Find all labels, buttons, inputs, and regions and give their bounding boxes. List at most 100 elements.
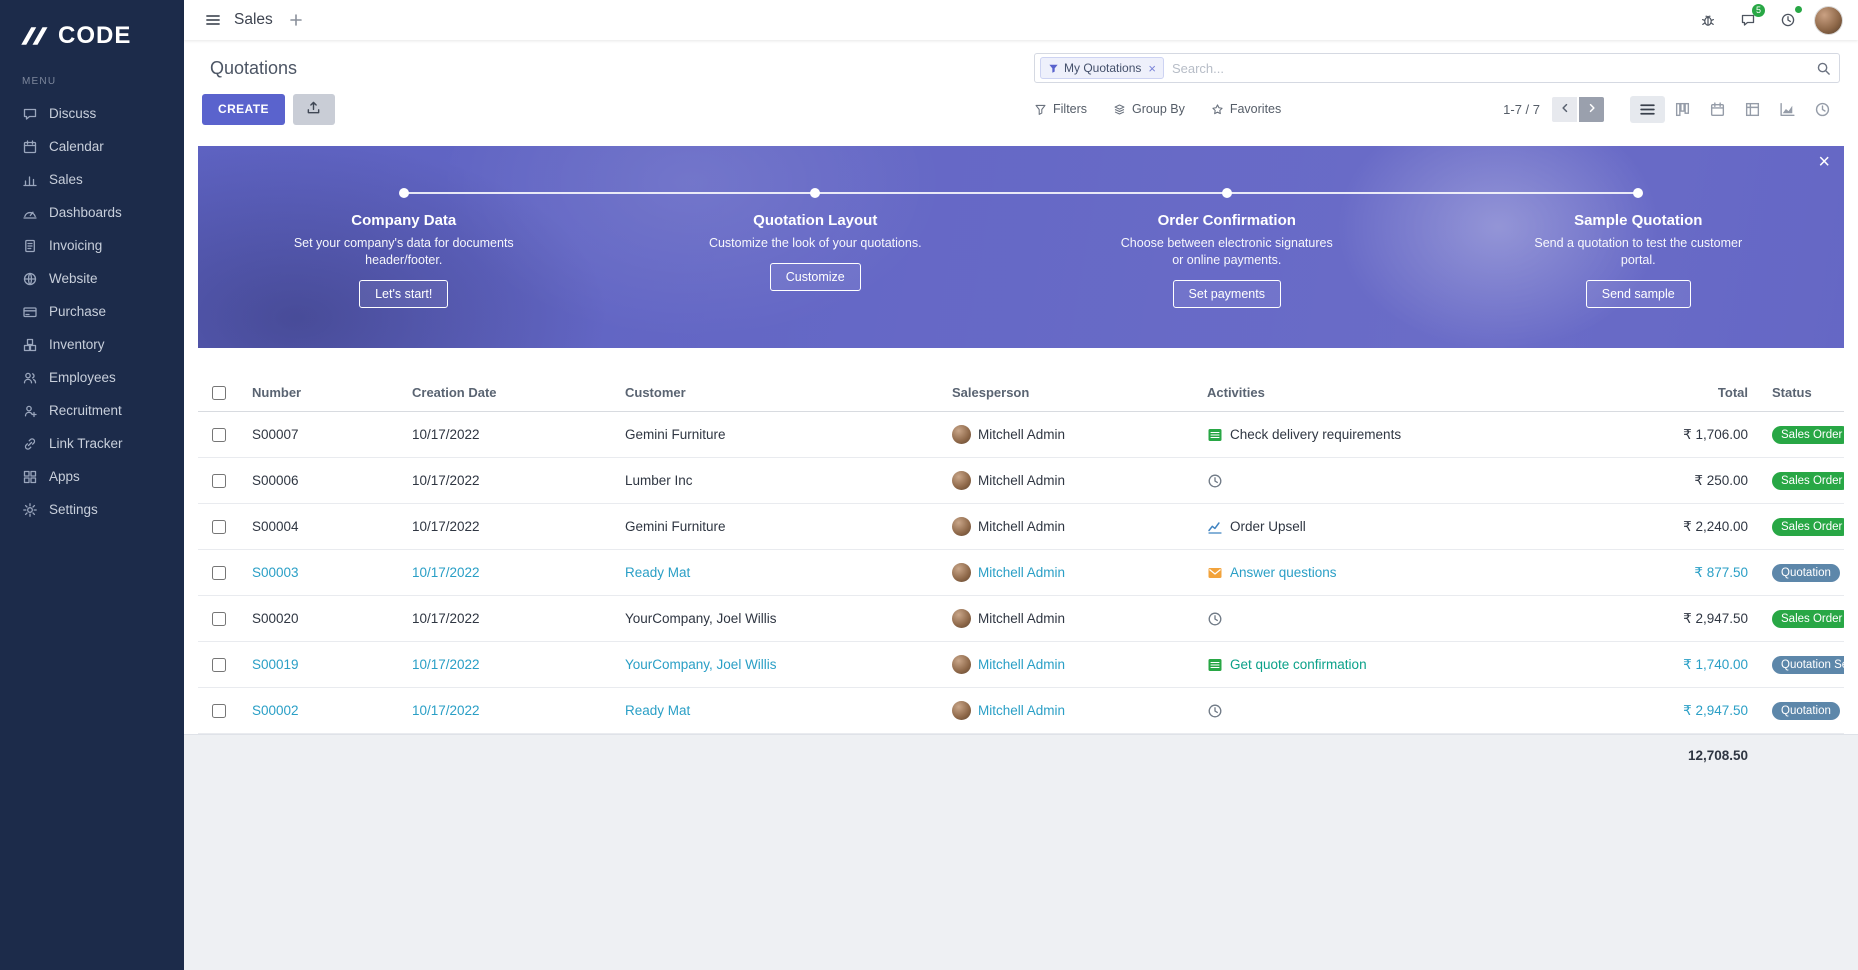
user-avatar[interactable] bbox=[1815, 6, 1842, 34]
app-logo[interactable]: CODE bbox=[0, 0, 184, 50]
salesperson: Mitchell Admin bbox=[940, 504, 1195, 549]
search-bar[interactable]: My Quotations × bbox=[1034, 53, 1840, 83]
pager-text: 1-7 / 7 bbox=[1503, 101, 1540, 117]
search-icon[interactable] bbox=[1816, 61, 1831, 76]
graph-view-icon[interactable] bbox=[1770, 96, 1805, 123]
status-badge: Quotation Sent bbox=[1772, 655, 1844, 674]
favorites-button[interactable]: Favorites bbox=[1211, 102, 1281, 116]
order-number: S00006 bbox=[252, 473, 299, 488]
salesperson: Mitchell Admin bbox=[940, 458, 1195, 503]
order-total: ₹ 1,740.00 bbox=[1683, 656, 1748, 672]
row-checkbox[interactable] bbox=[212, 611, 226, 626]
group-by-button[interactable]: Group By bbox=[1113, 102, 1185, 116]
control-panel: Quotations My Quotations × bbox=[184, 40, 1858, 134]
table-row[interactable]: S00002 10/17/2022 Ready Mat Mitchell Admin ₹… bbox=[198, 688, 1844, 734]
kanban-view-icon[interactable] bbox=[1665, 96, 1700, 123]
column-header-number[interactable]: Number bbox=[252, 385, 302, 400]
sidebar-item-discuss[interactable]: Discuss bbox=[0, 97, 184, 130]
onboarding-progress-line bbox=[403, 192, 1639, 194]
row-checkbox[interactable] bbox=[212, 519, 226, 534]
salesperson-avatar bbox=[952, 517, 971, 536]
export-button[interactable] bbox=[292, 93, 335, 125]
search-input[interactable] bbox=[1163, 60, 1816, 76]
sidebar-item-employees[interactable]: Employees bbox=[0, 361, 184, 394]
sidebar-item-recruitment[interactable]: Recruitment bbox=[0, 394, 184, 427]
column-header-activities[interactable]: Activities bbox=[1207, 385, 1265, 400]
hamburger-menu-icon[interactable] bbox=[200, 7, 226, 33]
sidebar-item-purchase[interactable]: Purchase bbox=[0, 295, 184, 328]
column-header-total[interactable]: Total bbox=[1717, 385, 1748, 400]
chevron-left-icon bbox=[1559, 102, 1571, 117]
order-confirmation-button[interactable]: Set payments bbox=[1172, 279, 1281, 308]
calendar-view-icon[interactable] bbox=[1700, 96, 1735, 123]
sidebar-item-link-tracker[interactable]: Link Tracker bbox=[0, 427, 184, 460]
close-banner-icon[interactable]: × bbox=[1818, 151, 1830, 173]
pager-next-button[interactable] bbox=[1579, 96, 1604, 122]
column-header-salesperson[interactable]: Salesperson bbox=[952, 385, 1030, 400]
app-title[interactable]: Sales bbox=[234, 11, 273, 28]
pivot-view-icon[interactable] bbox=[1735, 96, 1770, 123]
sidebar-item-label: Website bbox=[49, 271, 98, 286]
table-header-row: Number Creation Date Customer Salesperso… bbox=[198, 374, 1844, 412]
table-row[interactable]: S00019 10/17/2022 YourCompany, Joel Willis… bbox=[198, 642, 1844, 688]
step-title: Quotation Layout bbox=[753, 212, 878, 229]
sample-quotation-button[interactable]: Send sample bbox=[1585, 279, 1691, 308]
table-row[interactable]: S00020 10/17/2022 YourCompany, Joel Willis… bbox=[198, 596, 1844, 642]
activity-cell[interactable]: Answer questions bbox=[1195, 550, 1560, 595]
sidebar-item-inventory[interactable]: Inventory bbox=[0, 328, 184, 361]
sidebar-item-apps[interactable]: Apps bbox=[0, 460, 184, 493]
salesperson-name: Mitchell Admin bbox=[978, 611, 1066, 626]
debug-bug-icon[interactable] bbox=[1695, 7, 1721, 33]
messages-icon[interactable]: 5 bbox=[1735, 4, 1765, 33]
status-cell: Sales Order bbox=[1760, 412, 1844, 457]
filters-label: Filters bbox=[1053, 102, 1088, 116]
quotation-layout-button[interactable]: Customize bbox=[769, 262, 861, 291]
sidebar-item-website[interactable]: Website bbox=[0, 262, 184, 295]
column-header-creation-date[interactable]: Creation Date bbox=[412, 385, 497, 400]
activity-cell[interactable] bbox=[1195, 596, 1560, 641]
activity-cell[interactable]: Get quote confirmation bbox=[1195, 642, 1560, 687]
create-button[interactable]: CREATE bbox=[202, 93, 285, 125]
table-row[interactable]: S00003 10/17/2022 Ready Mat Mitchell Admin A… bbox=[198, 550, 1844, 596]
activity-view-icon[interactable] bbox=[1805, 96, 1840, 123]
activity-cell[interactable]: Order Upsell bbox=[1195, 504, 1560, 549]
column-header-customer[interactable]: Customer bbox=[625, 385, 686, 400]
order-number: S00002 bbox=[252, 703, 299, 718]
activity-cell[interactable] bbox=[1195, 688, 1560, 733]
row-checkbox[interactable] bbox=[212, 703, 226, 718]
remove-facet-icon[interactable]: × bbox=[1148, 60, 1156, 76]
search-facet-chip[interactable]: My Quotations × bbox=[1040, 57, 1164, 79]
sidebar-item-invoicing[interactable]: Invoicing bbox=[0, 229, 184, 262]
sidebar-item-calendar[interactable]: Calendar bbox=[0, 130, 184, 163]
activity-cell[interactable]: Check delivery requirements bbox=[1195, 412, 1560, 457]
onboarding-steps: Company Data Set your company's data for … bbox=[198, 146, 1844, 348]
table-row[interactable]: S00004 10/17/2022 Gemini Furniture Mitchell… bbox=[198, 504, 1844, 550]
select-all-checkbox[interactable] bbox=[212, 385, 226, 400]
salesperson-name: Mitchell Admin bbox=[978, 519, 1066, 534]
status-cell: Quotation Sent bbox=[1760, 642, 1844, 687]
view-tools: Filters Group By Favorites bbox=[1034, 95, 1840, 123]
row-checkbox[interactable] bbox=[212, 427, 226, 442]
row-checkbox[interactable] bbox=[212, 565, 226, 580]
onboarding-step-company-data: Company Data Set your company's data for … bbox=[198, 188, 610, 348]
activity-cell[interactable] bbox=[1195, 458, 1560, 503]
column-header-status[interactable]: Status bbox=[1772, 385, 1812, 400]
sidebar-item-sales[interactable]: Sales bbox=[0, 163, 184, 196]
table-row[interactable]: S00007 10/17/2022 Gemini Furniture Mitchell… bbox=[198, 412, 1844, 458]
chart-icon bbox=[1207, 519, 1223, 535]
row-checkbox[interactable] bbox=[212, 473, 226, 488]
status-cell: Sales Order bbox=[1760, 458, 1844, 503]
pager-previous-button[interactable] bbox=[1552, 96, 1577, 122]
filters-button[interactable]: Filters bbox=[1034, 102, 1087, 116]
list-view-icon[interactable] bbox=[1630, 95, 1665, 123]
table-row[interactable]: S00006 10/17/2022 Lumber Inc Mitchell Admin… bbox=[198, 458, 1844, 504]
activities-clock-icon[interactable] bbox=[1775, 5, 1803, 33]
sidebar-item-settings[interactable]: Settings bbox=[0, 493, 184, 526]
row-checkbox[interactable] bbox=[212, 657, 226, 672]
add-tab-icon[interactable] bbox=[283, 7, 309, 33]
envelope-icon bbox=[1207, 565, 1223, 581]
company-data-button[interactable]: Let's start! bbox=[359, 279, 449, 308]
quotations-table: Number Creation Date Customer Salesperso… bbox=[198, 348, 1844, 734]
sidebar-item-dashboards[interactable]: Dashboards bbox=[0, 196, 184, 229]
order-number: S00004 bbox=[252, 519, 299, 534]
